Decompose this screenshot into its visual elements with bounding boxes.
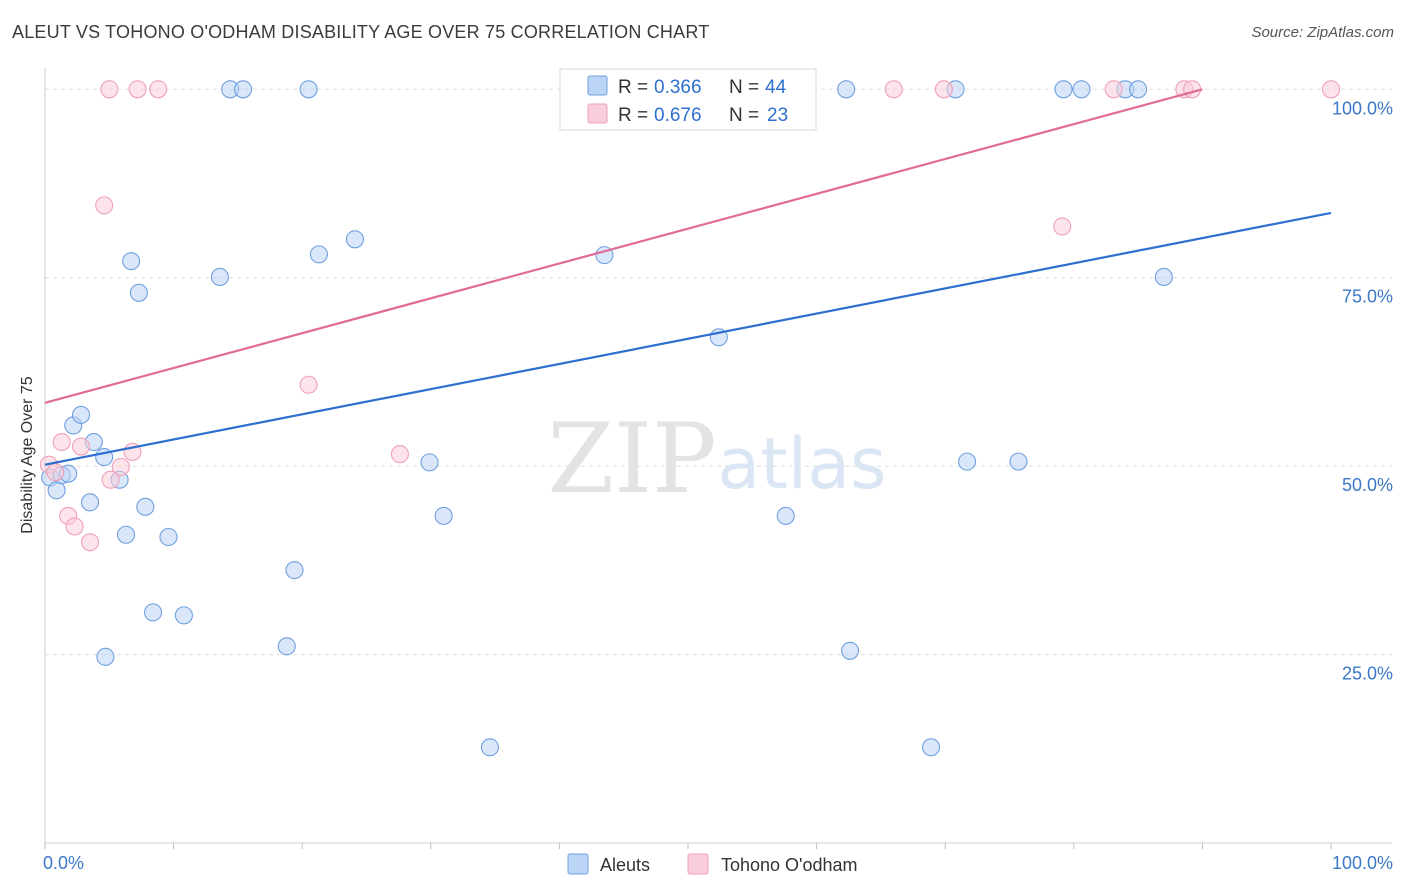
- aleut-point: [47, 481, 66, 500]
- tick-labels: 25.0% 50.0% 75.0% 100.0% 0.0% 100.0%: [43, 98, 1393, 873]
- tohono-point: [1183, 80, 1202, 99]
- aleut-point: [776, 506, 795, 525]
- data-points: [39, 80, 1341, 757]
- aleut-point: [80, 493, 100, 512]
- bottom-legend-label-aleuts: Aleuts: [600, 855, 650, 875]
- aleut-point: [345, 230, 364, 249]
- watermark: ZIP atlas: [547, 403, 886, 515]
- y-tick-label: 75.0%: [1342, 287, 1393, 307]
- aleut-point: [143, 603, 163, 622]
- tohono-point: [65, 517, 84, 536]
- legend-swatch-tohono: [587, 103, 608, 124]
- tohono-point: [80, 533, 100, 552]
- axes: [44, 68, 1392, 849]
- tohono-trend-line: [44, 88, 1203, 404]
- aleut-point: [116, 525, 136, 544]
- series-legend: Aleuts Tohono O'odham: [567, 853, 858, 875]
- aleut-point: [71, 405, 91, 424]
- legend-r-label-aleuts: R =: [618, 77, 648, 98]
- aleut-point: [480, 738, 500, 757]
- aleut-point: [277, 637, 296, 656]
- source-label: Source: ZipAtlas.com: [1251, 24, 1394, 41]
- tohono-point: [149, 80, 168, 99]
- bottom-legend-swatch-tohono: [687, 853, 709, 875]
- aleut-point: [1129, 80, 1148, 99]
- gridlines: [45, 88, 1392, 656]
- bottom-legend-swatch-aleuts: [567, 853, 589, 875]
- aleut-point: [309, 245, 328, 264]
- tohono-point: [101, 470, 120, 489]
- watermark-zip: ZIP: [547, 403, 716, 515]
- tohono-point: [1321, 80, 1341, 99]
- aleut-point: [136, 497, 155, 516]
- aleut-point: [159, 527, 178, 547]
- y-axis-label: Disability Age Over 75: [19, 376, 36, 534]
- tohono-point: [884, 80, 903, 99]
- aleut-point: [233, 80, 253, 99]
- watermark-atlas: atlas: [717, 423, 886, 505]
- legend-n-value-aleuts: 44: [765, 77, 787, 98]
- tohono-point: [100, 80, 119, 99]
- legend-n-label-aleuts: N =: [729, 77, 759, 98]
- bottom-legend-label-tohono: Tohono O'odham: [721, 855, 858, 875]
- tohono-point: [111, 457, 130, 476]
- aleut-point: [174, 606, 193, 625]
- legend-n-value-tohono: 23: [767, 105, 788, 126]
- legend-n-label-tohono: N =: [729, 105, 759, 126]
- x-tick-label: 100.0%: [1332, 853, 1393, 873]
- y-tick-label: 50.0%: [1342, 475, 1393, 495]
- legend-r-value-aleuts: 0.366: [654, 77, 702, 98]
- tohono-point: [1053, 217, 1072, 236]
- trend-lines: [44, 88, 1332, 466]
- aleut-point: [299, 80, 318, 99]
- legend-r-value-tohono: 0.676: [654, 105, 702, 126]
- aleut-point: [1054, 80, 1073, 99]
- tohono-point: [71, 437, 91, 456]
- aleut-point: [922, 738, 941, 757]
- aleut-point: [420, 453, 439, 472]
- legend-swatch-aleuts: [587, 75, 608, 96]
- tohono-point: [299, 375, 318, 394]
- tohono-point: [1104, 80, 1123, 99]
- tohono-point: [934, 80, 953, 99]
- x-tick-label: 0.0%: [43, 853, 84, 873]
- stats-legend: R = 0.366 N = 44 R = 0.676 N = 23: [559, 68, 817, 131]
- aleut-point: [122, 252, 141, 271]
- tohono-point: [46, 463, 65, 482]
- aleut-point: [210, 267, 229, 287]
- aleut-point: [840, 641, 860, 660]
- tohono-point: [128, 80, 147, 99]
- aleut-point: [129, 283, 148, 302]
- aleut-point: [96, 647, 115, 666]
- aleut-point: [1154, 267, 1173, 287]
- aleut-point: [1009, 452, 1028, 471]
- aleut-point: [434, 506, 453, 525]
- aleut-point: [837, 80, 856, 99]
- aleut-point: [1072, 80, 1091, 99]
- y-tick-label: 100.0%: [1332, 98, 1393, 118]
- chart-title: ALEUT VS TOHONO O'ODHAM DISABILITY AGE O…: [12, 22, 710, 42]
- aleut-trend-line: [44, 211, 1332, 466]
- aleut-point: [958, 452, 977, 471]
- tohono-point: [52, 432, 71, 452]
- tohono-point: [390, 445, 409, 464]
- legend-r-label-tohono: R =: [618, 105, 648, 126]
- tohono-point: [95, 196, 114, 215]
- aleut-point: [285, 561, 304, 580]
- y-tick-label: 25.0%: [1342, 664, 1393, 684]
